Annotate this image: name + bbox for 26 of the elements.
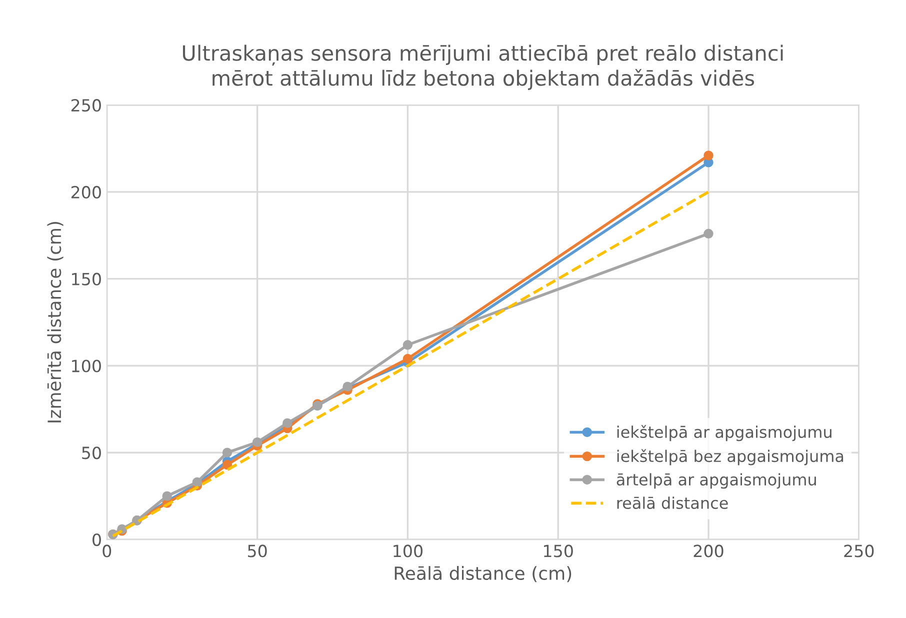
y-tick-label: 0 xyxy=(92,533,101,546)
point xyxy=(162,491,172,501)
y-tick-label: 50 xyxy=(82,446,101,460)
point xyxy=(222,448,232,458)
legend-label: iekštelpā ar apgaismojumu xyxy=(617,425,832,442)
x-tick-label: 0 xyxy=(102,544,112,558)
x-tick-label: 100 xyxy=(394,544,422,558)
legend-label: ārtelpā ar apgaismojumu xyxy=(616,473,816,489)
point xyxy=(704,150,714,160)
y-tick-label: 250 xyxy=(71,99,101,112)
point xyxy=(704,228,714,239)
y-tick-label: 150 xyxy=(72,272,101,286)
legend-label: reālā distance xyxy=(617,496,728,510)
point xyxy=(402,354,413,364)
x-tick-label: 200 xyxy=(694,544,724,558)
x-tick-label: 150 xyxy=(544,544,573,558)
x-tick-label: 50 xyxy=(248,544,267,558)
y-axis-title: Izmērītā distance (cm) xyxy=(47,222,64,422)
y-tick-label: 100 xyxy=(72,360,101,372)
y-tick-label: 200 xyxy=(71,186,101,199)
legend-label: iekštelpā bez apgaismojuma xyxy=(617,449,844,466)
point xyxy=(402,340,413,350)
x-tick-label: 250 xyxy=(844,544,874,558)
chart-title: Ultraskaņas sensora mērījumi attiecībā pret reālo distanci mērot attālumu līdz betona objektam dažādās vidēs xyxy=(182,44,783,90)
point xyxy=(222,460,232,470)
x-axis-title: Reālā distance (cm) xyxy=(394,566,572,582)
